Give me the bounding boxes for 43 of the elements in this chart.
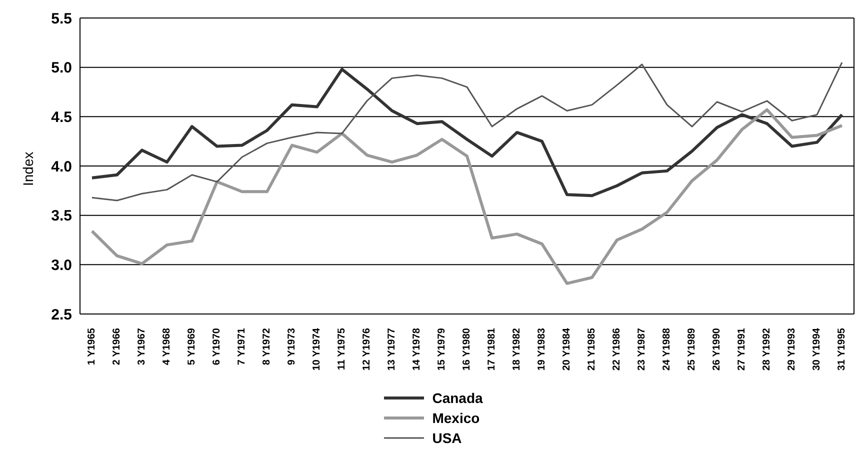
x-tick-label: 7 Y1971 [236,328,248,366]
line-series [90,108,844,285]
x-tick-label: 5 Y1969 [186,328,198,366]
x-tick-label: 24 Y1988 [662,328,672,371]
x-tick-label: 11 Y1975 [336,328,348,370]
x-tick-label: 28 Y1992 [762,328,772,371]
x-tick-label: 20 Y1984 [562,328,572,371]
x-tick-label: 29 Y1993 [786,328,798,371]
x-tick-label: 10 Y1974 [312,328,322,371]
y-tick-label: 5.5 [51,10,72,28]
x-tick-label: 27 Y1991 [736,328,748,371]
x-tick-label: 21 Y1985 [586,328,598,371]
y-tick-label: 2.5 [51,306,72,324]
x-tick-label: 16 Y1980 [462,328,472,371]
x-tick-label: 14 Y1978 [412,328,422,371]
x-tick-label: 2 Y1966 [112,328,122,366]
y-axis-title: Index [20,152,36,186]
y-tick-label: 5.0 [51,60,72,77]
x-tick-label: 15 Y1979 [436,328,448,371]
x-tick-label: 30 Y1994 [812,328,822,371]
x-tick-label: 6 Y1970 [212,328,222,366]
x-tick-label: 12 Y1976 [362,328,372,371]
x-tick-label: 18 Y1982 [512,328,522,371]
y-tick-label: 3.0 [51,256,72,274]
x-tick-label: 9 Y1973 [286,328,298,366]
x-tick-label: 13 Y1977 [386,328,398,371]
x-tick-label: 31 Y1995 [836,328,848,371]
x-tick-label: 3 Y1967 [136,328,148,366]
x-tick-label: 25 Y1989 [686,328,698,371]
legend-label: Mexico [432,410,480,426]
x-tick-label: 23 Y1987 [636,328,648,371]
x-tick-label: 4 Y1968 [162,328,172,366]
y-tick-label: 4.5 [51,108,72,126]
x-tick-label: 19 Y1983 [536,328,548,371]
legend-label: Canada [432,390,483,406]
x-tick-label: 8 Y1972 [262,328,272,366]
x-tick-label: 17 Y1981 [486,328,498,371]
y-tick-label: 4.0 [51,158,72,176]
x-tick-label: 22 Y1986 [612,328,622,371]
x-tick-label: 26 Y1990 [712,328,722,371]
x-tick-label: 1 Y1965 [86,328,98,366]
legend-label: USA [432,430,462,446]
y-tick-label: 3.5 [51,208,72,225]
